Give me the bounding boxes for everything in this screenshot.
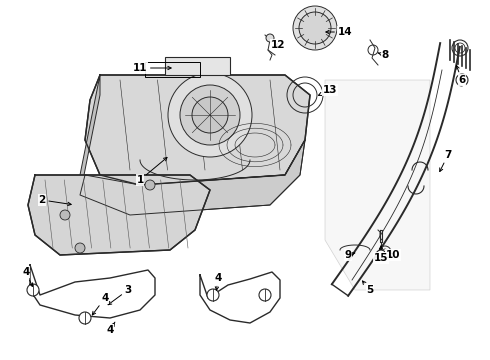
Circle shape: [79, 312, 91, 324]
Text: 1: 1: [136, 157, 167, 185]
Text: 4: 4: [106, 322, 115, 335]
Bar: [165, 57, 230, 75]
Text: 4: 4: [92, 293, 109, 315]
Circle shape: [145, 180, 155, 190]
Polygon shape: [325, 80, 430, 290]
Polygon shape: [80, 140, 305, 215]
Circle shape: [60, 210, 70, 220]
Circle shape: [266, 34, 274, 42]
Text: 14: 14: [326, 27, 352, 37]
Text: 4: 4: [23, 267, 33, 287]
Circle shape: [293, 6, 337, 50]
Circle shape: [27, 284, 39, 296]
Text: 8: 8: [378, 50, 389, 60]
Bar: [145, 62, 200, 77]
Text: 15: 15: [374, 246, 388, 263]
Circle shape: [75, 243, 85, 253]
Circle shape: [180, 85, 240, 145]
Text: 10: 10: [386, 250, 400, 260]
Polygon shape: [80, 75, 100, 195]
Text: 6: 6: [456, 66, 465, 85]
Circle shape: [376, 250, 386, 260]
Text: 11: 11: [133, 63, 171, 73]
Text: 4: 4: [214, 273, 221, 290]
Text: 3: 3: [108, 285, 132, 305]
Text: 5: 5: [363, 281, 374, 295]
Text: 12: 12: [271, 40, 285, 50]
Circle shape: [168, 73, 252, 157]
Text: 13: 13: [318, 85, 337, 95]
Polygon shape: [85, 75, 310, 185]
Text: 7: 7: [440, 150, 452, 172]
Circle shape: [259, 289, 271, 301]
Circle shape: [299, 12, 331, 44]
Text: 2: 2: [38, 195, 71, 206]
Polygon shape: [28, 175, 210, 255]
Text: 9: 9: [344, 250, 355, 260]
Circle shape: [192, 97, 228, 133]
Circle shape: [207, 289, 219, 301]
